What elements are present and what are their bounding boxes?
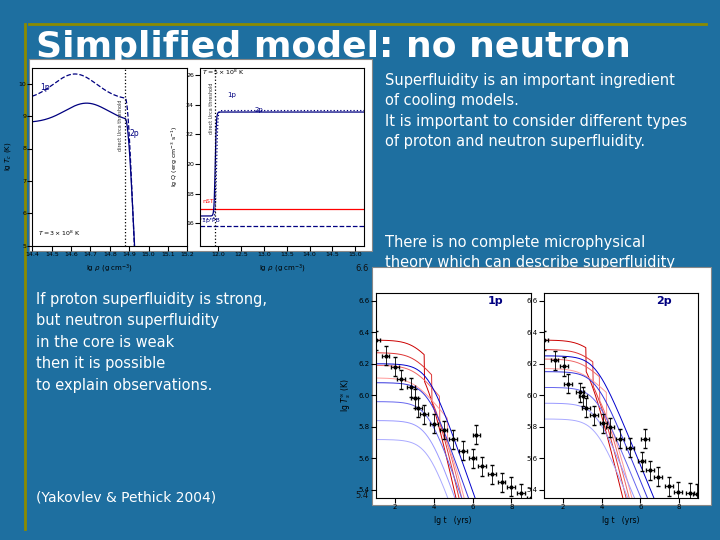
Text: There is no complete microphysical
theory which can describe superfluidity
in ne: There is no complete microphysical theor… [385, 235, 675, 291]
Text: direct Urca threshold: direct Urca threshold [209, 82, 214, 134]
Text: 5.4: 5.4 [356, 491, 369, 500]
Text: If proton superfluidity is strong,
but neutron superfluidity
in the core is weak: If proton superfluidity is strong, but n… [36, 292, 267, 393]
Text: $T=3\times10^8$ K: $T=3\times10^8$ K [38, 229, 81, 238]
Text: Simplified model: no neutron: Simplified model: no neutron [36, 30, 631, 64]
Text: Superfluidity is an important ingredient
of cooling models.
It is important to c: Superfluidity is an important ingredient… [385, 73, 688, 149]
Bar [372, 267, 711, 505]
Text: 6.6: 6.6 [355, 264, 369, 273]
Text: 1p PB: 1p PB [202, 218, 220, 223]
Text: direct Urca threshold: direct Urca threshold [118, 100, 123, 151]
X-axis label: lg $\rho$ (g cm$^{-3}$): lg $\rho$ (g cm$^{-3}$) [258, 262, 306, 275]
X-axis label: lg t   (yrs): lg t (yrs) [602, 516, 640, 525]
Text: superfluidity: superfluidity [36, 92, 297, 126]
Bar [29, 59, 372, 251]
Text: 1p: 1p [228, 92, 236, 98]
Text: 2p: 2p [255, 107, 264, 113]
Text: (Yakovlev & Pethick 2004): (Yakovlev & Pethick 2004) [36, 491, 216, 505]
Text: 2p: 2p [129, 129, 139, 138]
Text: 1p: 1p [488, 296, 504, 306]
Y-axis label: lg $T_s^\infty$ (K): lg $T_s^\infty$ (K) [339, 378, 353, 413]
X-axis label: lg t   (yrs): lg t (yrs) [434, 516, 472, 525]
Text: $T=5\times10^8$ K: $T=5\times10^8$ K [202, 68, 245, 77]
X-axis label: lg $\rho$ (g cm$^{-3}$): lg $\rho$ (g cm$^{-3}$) [86, 262, 133, 275]
Y-axis label: lg $T_c$ (K): lg $T_c$ (K) [3, 142, 13, 171]
Text: nST: nST [202, 199, 214, 204]
Y-axis label: lg Q (erg cm$^{-3}$ s$^{-1}$): lg Q (erg cm$^{-3}$ s$^{-1}$) [170, 126, 180, 187]
Text: 1p: 1p [40, 83, 50, 92]
Text: 2p: 2p [656, 296, 672, 306]
